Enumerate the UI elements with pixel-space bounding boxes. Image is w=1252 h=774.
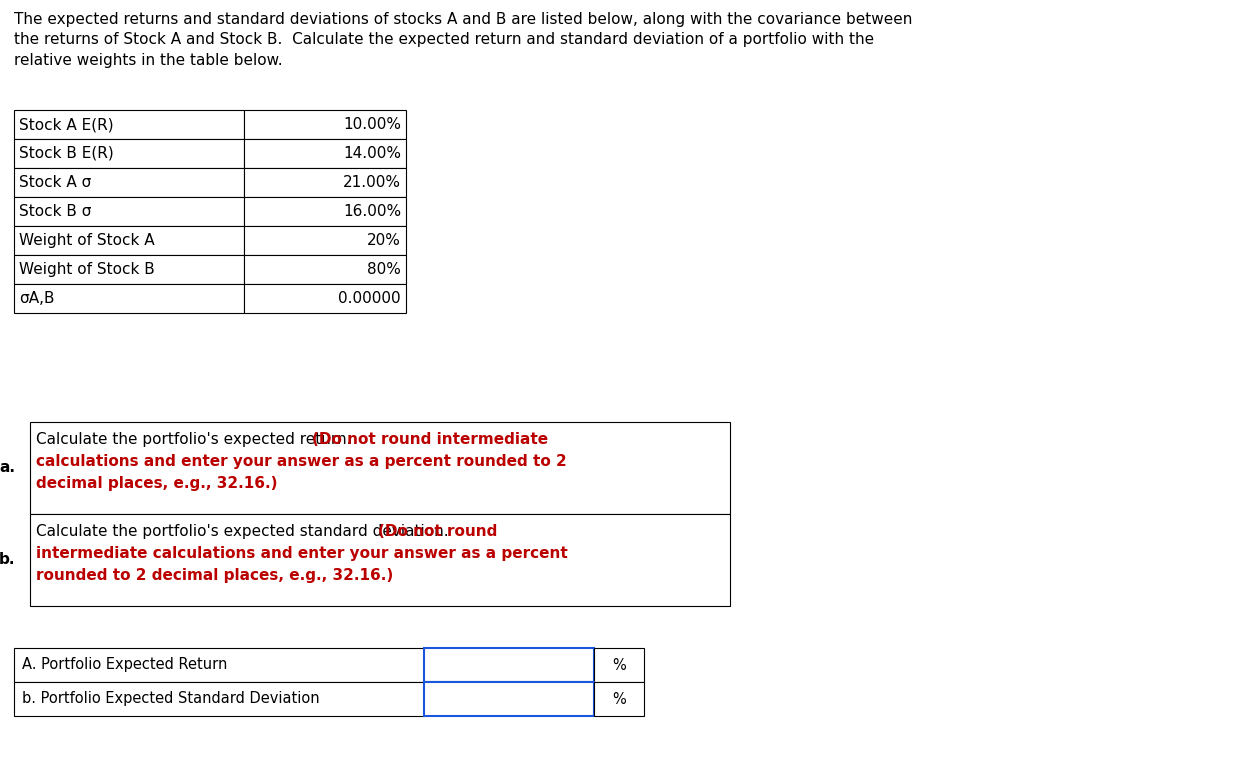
Text: The expected returns and standard deviations of stocks A and B are listed below,: The expected returns and standard deviat… [14,12,913,68]
Bar [14,226,244,255]
Bar [593,648,644,682]
Text: Stock A E(R): Stock A E(R) [19,117,114,132]
Text: %: % [612,691,626,707]
Bar [244,139,406,168]
Text: Stock B E(R): Stock B E(R) [19,146,114,161]
Bar [14,255,244,284]
Text: calculations and enter your answer as a percent rounded to 2: calculations and enter your answer as a … [36,454,567,469]
Bar [424,682,593,716]
Text: decimal places, e.g., 32.16.): decimal places, e.g., 32.16.) [36,476,278,491]
Bar [14,110,244,139]
Text: Weight of Stock A: Weight of Stock A [19,233,155,248]
Text: intermediate calculations and enter your answer as a percent: intermediate calculations and enter your… [36,546,567,561]
Text: 14.00%: 14.00% [343,146,401,161]
Text: Stock B σ: Stock B σ [19,204,91,219]
Bar [14,139,244,168]
Bar [14,197,244,226]
Bar [14,284,244,313]
Text: Weight of Stock B: Weight of Stock B [19,262,155,277]
Bar [244,255,406,284]
Text: Calculate the portfolio's expected standard deviation.: Calculate the portfolio's expected stand… [36,524,458,539]
Text: 16.00%: 16.00% [343,204,401,219]
Text: (Do not round intermediate: (Do not round intermediate [312,432,548,447]
Text: 21.00%: 21.00% [343,175,401,190]
Text: σA,B: σA,B [19,291,55,306]
Bar [30,514,730,606]
Text: (Do not round: (Do not round [378,524,497,539]
Bar [30,422,730,514]
Bar [244,284,406,313]
Bar [244,197,406,226]
Bar [424,648,593,682]
Text: 80%: 80% [367,262,401,277]
Bar [244,110,406,139]
Bar [14,648,424,682]
Bar [244,226,406,255]
Text: b. Portfolio Expected Standard Deviation: b. Portfolio Expected Standard Deviation [23,691,319,707]
Text: rounded to 2 decimal places, e.g., 32.16.): rounded to 2 decimal places, e.g., 32.16… [36,568,393,583]
Bar [14,168,244,197]
Text: 10.00%: 10.00% [343,117,401,132]
Text: A. Portfolio Expected Return: A. Portfolio Expected Return [23,657,228,673]
Text: 20%: 20% [367,233,401,248]
Text: b.: b. [0,553,15,567]
Text: %: % [612,657,626,673]
Text: Calculate the portfolio's expected return.: Calculate the portfolio's expected retur… [36,432,362,447]
Bar [14,682,424,716]
Bar [244,168,406,197]
Text: Stock A σ: Stock A σ [19,175,91,190]
Bar [593,682,644,716]
Text: a.: a. [0,461,15,475]
Text: 0.00000: 0.00000 [338,291,401,306]
